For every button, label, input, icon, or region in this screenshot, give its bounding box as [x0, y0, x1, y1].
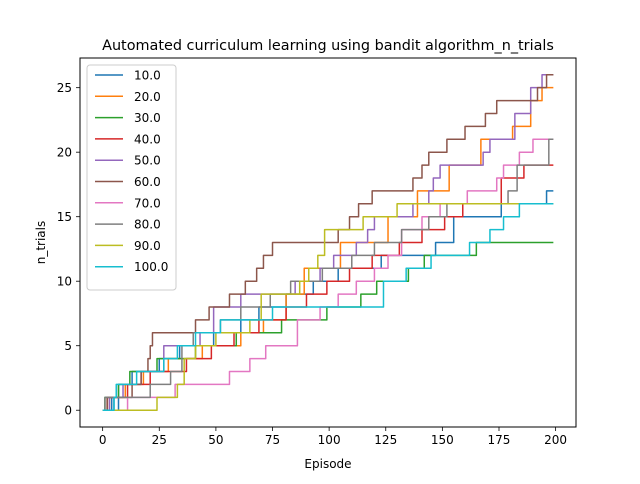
y-tick-label: 20: [57, 146, 72, 160]
legend: 10.0 20.0 30.0 40.0 50.0 60.0 70.0 80.0 90.0 100.…: [86, 64, 177, 291]
x-tick-label: 200: [544, 433, 567, 447]
x-tick-label: 25: [152, 433, 167, 447]
series-line-4: [102, 74, 554, 411]
legend-label: 70.0: [134, 196, 161, 210]
series-lines: [102, 74, 554, 411]
y-axis-label: n_trials: [34, 221, 48, 265]
y-tick-label: 5: [64, 339, 72, 353]
series-line-9: [102, 203, 554, 411]
legend-label: 20.0: [134, 90, 161, 104]
y-tick-label: 0: [64, 404, 72, 418]
legend-label: 50.0: [134, 154, 161, 168]
y-tick-label: 15: [57, 210, 72, 224]
x-tick-label: 0: [99, 433, 107, 447]
x-axis-label: Episode: [304, 457, 351, 471]
x-tick-label: 175: [488, 433, 511, 447]
plot-frame: [79, 57, 577, 428]
x-axis-ticks: 0 25 50 75 100 125 150 175 200: [99, 427, 567, 447]
legend-box: [86, 64, 177, 291]
y-tick-label: 25: [57, 81, 72, 95]
x-tick-label: 150: [431, 433, 454, 447]
legend-label: 90.0: [134, 239, 161, 253]
x-tick-label: 50: [208, 433, 223, 447]
legend-label: 80.0: [134, 218, 161, 232]
chart-title: Automated curriculum learning using band…: [102, 38, 554, 54]
x-tick-label: 100: [318, 433, 341, 447]
legend-label: 40.0: [134, 132, 161, 146]
x-tick-label: 125: [374, 433, 397, 447]
legend-label: 100.0: [134, 260, 168, 274]
legend-label: 30.0: [134, 111, 161, 125]
legend-label: 10.0: [134, 69, 161, 83]
series-line-6: [102, 138, 554, 411]
y-tick-label: 10: [57, 275, 72, 289]
legend-label: 60.0: [134, 175, 161, 189]
x-tick-label: 75: [265, 433, 280, 447]
series-line-5: [102, 74, 554, 411]
y-axis-ticks: 0 5 10 15 20 25: [57, 81, 80, 418]
